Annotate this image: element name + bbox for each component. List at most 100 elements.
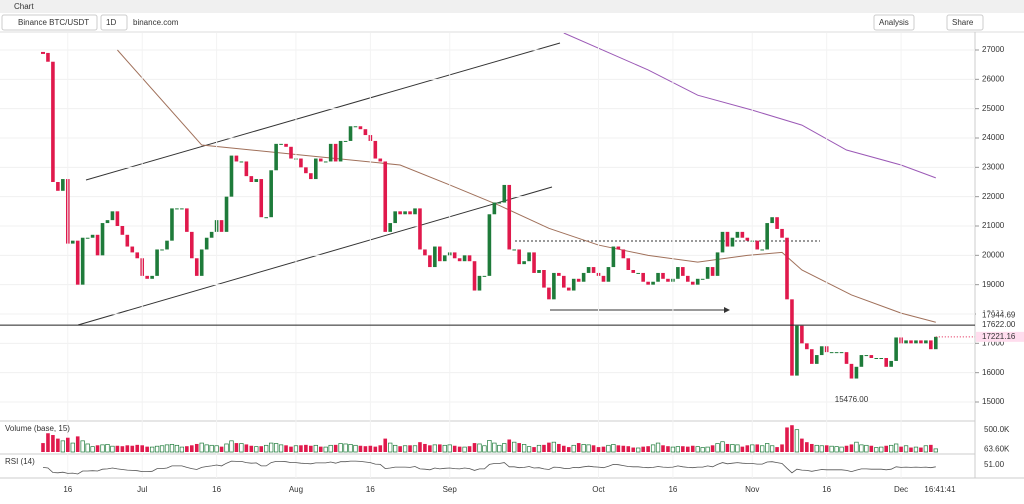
volume-tick-label: 500.0K <box>984 425 1010 434</box>
volume-bar <box>130 445 135 452</box>
rsi-title: RSI (14) <box>5 457 35 466</box>
y-tick-label: 15000 <box>982 397 1005 406</box>
volume-bar <box>829 445 834 453</box>
volume-bar <box>681 446 685 452</box>
candle-body <box>874 358 879 359</box>
arrow-head <box>724 307 730 313</box>
candle-body <box>318 158 323 162</box>
candle-body <box>909 340 913 344</box>
candle-body <box>631 270 636 273</box>
volume-bar <box>154 445 160 453</box>
volume-tick-label: 63.60K <box>984 444 1010 453</box>
volume-bar <box>204 444 209 453</box>
candle-body <box>765 223 769 250</box>
candle-body <box>393 211 397 224</box>
candle-body <box>383 161 388 232</box>
y-tick-label: 19000 <box>982 280 1005 289</box>
volume-bar <box>710 445 715 452</box>
volume-bar <box>611 444 616 453</box>
volume-bar <box>492 442 497 453</box>
candle-body <box>839 352 844 354</box>
volume-bar <box>313 444 318 453</box>
symbol-button[interactable] <box>1 14 98 31</box>
volume-bar <box>650 444 656 453</box>
candle-body <box>423 249 427 256</box>
volume-bar <box>586 444 591 453</box>
volume-bar <box>159 445 165 453</box>
candle-body <box>800 325 804 344</box>
volume-bar <box>140 445 144 452</box>
volume-bar <box>655 442 661 453</box>
volume-bar <box>447 444 452 453</box>
volume-bar <box>41 443 45 452</box>
low-label: 15476.00 <box>835 395 869 404</box>
share[interactable]: Share <box>952 18 974 27</box>
volume-bar <box>100 444 105 453</box>
candle-body <box>810 349 814 364</box>
symbol[interactable]: Binance BTC/USDT <box>18 18 89 27</box>
volume-bar <box>442 444 447 453</box>
moving-average <box>563 33 936 179</box>
volume-bar <box>536 444 542 453</box>
candle-body <box>115 211 120 226</box>
candle-body <box>780 228 784 238</box>
candle-body <box>542 270 546 288</box>
price-tag <box>976 310 1024 321</box>
volume-bar <box>834 446 839 453</box>
volume-bar <box>423 443 427 452</box>
analysis[interactable]: Analysis <box>879 18 909 27</box>
volume-bar <box>755 444 760 452</box>
volume-bar <box>185 446 189 452</box>
candle-body <box>497 202 502 204</box>
volume-bar <box>234 443 239 452</box>
volume-bar <box>164 444 170 453</box>
candle-body <box>363 129 368 136</box>
candle-body <box>373 140 378 159</box>
volume-bar <box>304 444 308 452</box>
candle-body <box>160 249 164 251</box>
volume-bar <box>333 444 338 452</box>
y-tick-label: 23000 <box>982 162 1005 171</box>
candle-body <box>155 249 159 276</box>
y-tick-label: 27000 <box>982 45 1005 54</box>
volume-bar <box>661 445 665 452</box>
price-tag-label: 17622.00 <box>982 320 1016 329</box>
candle-body <box>601 275 606 282</box>
volume-bar <box>641 446 645 452</box>
y-tick-label: 17000 <box>982 338 1005 347</box>
candle-body <box>264 217 268 219</box>
candle-body <box>259 179 264 218</box>
volume-bar <box>705 446 710 453</box>
candle-body <box>175 208 179 210</box>
candle-body <box>442 255 447 262</box>
volume-bar <box>576 443 581 452</box>
share-button[interactable] <box>946 14 984 31</box>
x-tick-label: Sep <box>443 485 458 494</box>
candle-body <box>403 211 407 215</box>
candle-body <box>710 267 715 276</box>
volume-bar <box>581 444 586 453</box>
candle-body <box>869 355 874 358</box>
candle-body <box>85 237 90 239</box>
candle-body <box>388 223 392 232</box>
candle-body <box>234 155 239 162</box>
volume-bar <box>438 444 442 452</box>
candle-body <box>919 340 923 344</box>
interval-button[interactable] <box>100 14 128 31</box>
volume-bar <box>328 444 333 453</box>
volume-bar <box>606 444 611 453</box>
volume-bar <box>487 440 492 453</box>
candle-body <box>165 240 169 250</box>
candle-body <box>289 146 293 159</box>
candle-body <box>829 352 834 354</box>
candle-body <box>621 249 626 259</box>
interval[interactable]: 1D <box>106 18 116 27</box>
volume-bar <box>194 443 199 452</box>
volume-bar <box>348 444 353 453</box>
price-tag-label: 17944.69 <box>982 311 1016 320</box>
volume-bar <box>174 444 180 453</box>
volume-bar <box>239 443 244 453</box>
volume-bar <box>145 446 149 452</box>
source-link[interactable]: binance.com <box>133 18 179 27</box>
analysis-button[interactable] <box>873 14 915 31</box>
